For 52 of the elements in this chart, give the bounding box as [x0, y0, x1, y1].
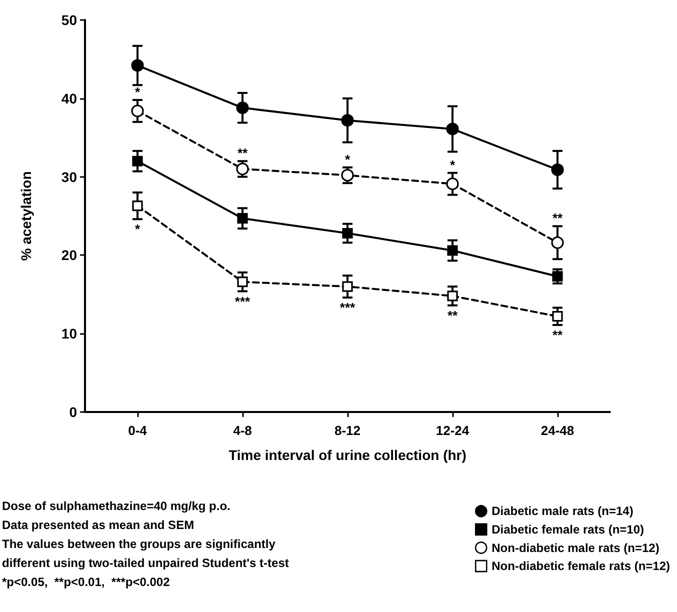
- point: [342, 281, 353, 292]
- point: [551, 236, 564, 249]
- annotation: **: [552, 210, 564, 226]
- y-tick-label: 0: [69, 404, 78, 420]
- x-axis-title: Time interval of urine collection (hr): [228, 447, 466, 463]
- annotation: **: [447, 308, 458, 323]
- legend-label: Non-diabetic female rats (n=12): [492, 559, 670, 574]
- y-tick-label: 50: [61, 12, 78, 28]
- y-tick-label: 10: [61, 326, 78, 342]
- point: [342, 228, 353, 239]
- point: [131, 104, 144, 118]
- annotation: **: [237, 146, 248, 161]
- x-tick-label: 8-12: [334, 423, 361, 438]
- point: [552, 311, 563, 322]
- point: [551, 163, 564, 176]
- point: [341, 168, 354, 182]
- text: Data presented as mean and SEM: [2, 518, 194, 532]
- point: [236, 102, 249, 114]
- point: [236, 162, 249, 176]
- annotation: *: [134, 84, 141, 100]
- text: *p<0.05, **p<0.01, ***p<0.002: [2, 575, 170, 589]
- annotation: ***: [340, 300, 356, 316]
- x-tick-label: 12-24: [436, 423, 470, 438]
- point: [446, 178, 459, 190]
- point: [552, 271, 563, 282]
- point: [132, 200, 143, 212]
- point: [237, 213, 248, 224]
- annotation: *: [134, 222, 141, 237]
- point: [447, 245, 458, 256]
- y-axis-title: % acetylation: [18, 171, 34, 261]
- legend-label: Non-diabetic male rats (n=12): [492, 540, 660, 555]
- text: Dose of sulphamethazine=40 mg/kg p.o.: [2, 499, 230, 513]
- point: [447, 290, 458, 302]
- y-tick-label: 40: [61, 90, 78, 106]
- x-tick-label: 4-8: [233, 423, 252, 438]
- text: The values between the groups are significantly: [2, 537, 276, 551]
- point: [132, 156, 143, 166]
- x-tick-label: 24-48: [540, 423, 574, 438]
- legend-label: Diabetic male rats (n=14): [492, 504, 634, 518]
- point: [446, 122, 459, 136]
- point: [237, 276, 248, 288]
- legend-label: Diabetic female rats (n=10): [492, 522, 644, 536]
- y-tick-label: 30: [61, 168, 78, 185]
- point: [131, 59, 144, 72]
- x-tick-label: 0-4: [128, 423, 148, 438]
- text: different using two-tailed unpaired Student's t-test: [2, 556, 289, 570]
- point: [341, 114, 354, 127]
- annotation: *: [344, 152, 351, 167]
- annotation: **: [552, 327, 564, 342]
- y-tick-label: 20: [61, 247, 78, 264]
- annotation: ***: [234, 294, 252, 309]
- annotation: *: [450, 157, 456, 172]
